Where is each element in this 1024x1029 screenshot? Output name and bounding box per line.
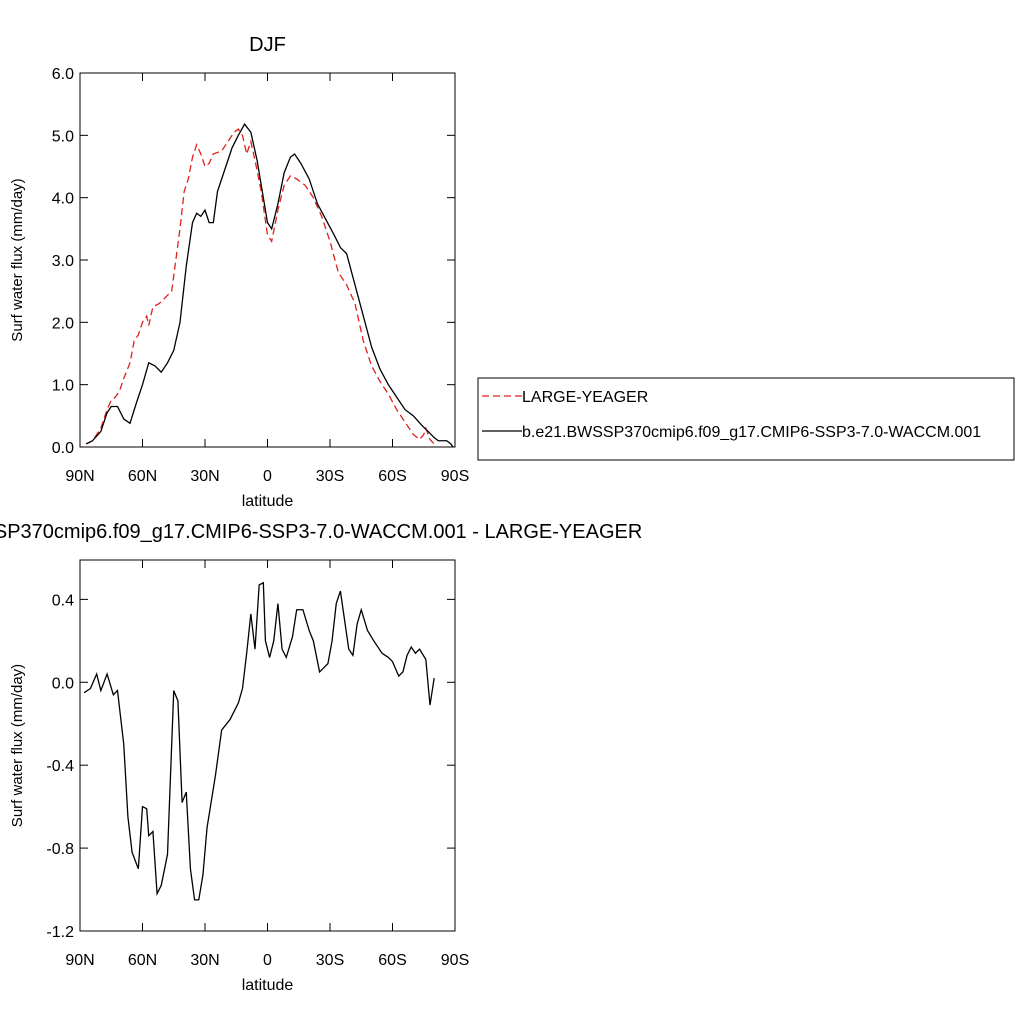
legend-label: b.e21.BWSSP370cmip6.f09_g17.CMIP6-SSP3-7…	[522, 424, 981, 441]
legend-box	[477, 377, 1015, 461]
y-tick-label: 0.0	[52, 440, 74, 457]
x-tick-label: 60S	[378, 468, 406, 485]
data-line	[85, 122, 454, 448]
x-tick-label: 30N	[190, 468, 219, 485]
x-tick-label: 30S	[316, 468, 344, 485]
x-tick-label: 60S	[378, 952, 406, 969]
data-line	[85, 128, 435, 445]
y-tick-label: 6.0	[52, 66, 74, 83]
y-tick-label: -1.2	[46, 924, 74, 941]
x-tick-label: 0	[263, 468, 272, 485]
plot-frame	[79, 72, 456, 448]
y-tick-label: 0.0	[52, 675, 74, 692]
legend-label: LARGE-YEAGER	[522, 389, 648, 406]
x-tick-label: 0	[263, 952, 272, 969]
x-tick-label: 60N	[128, 468, 157, 485]
y-tick-label: 3.0	[52, 253, 74, 270]
y-tick-label: -0.8	[46, 841, 74, 858]
y-tick-label: -0.4	[46, 758, 74, 775]
chart-title: b.e21.BWSSP370cmip6.f09_g17.CMIP6-SSP3-7…	[0, 521, 642, 543]
y-axis-label: Surf water flux (mm/day)	[9, 664, 26, 827]
x-tick-label: 30S	[316, 952, 344, 969]
y-tick-label: 4.0	[52, 191, 74, 208]
y-tick-label: 2.0	[52, 315, 74, 332]
chart-title: DJF	[249, 34, 286, 56]
x-axis-label: latitude	[242, 977, 294, 994]
x-tick-label: 90N	[65, 468, 94, 485]
x-tick-label: 90S	[441, 952, 469, 969]
data-line	[83, 581, 435, 901]
y-tick-label: 0.4	[52, 592, 74, 609]
x-axis-label: latitude	[242, 493, 294, 510]
y-axis-label: Surf water flux (mm/day)	[9, 178, 26, 341]
x-tick-label: 90S	[441, 468, 469, 485]
y-tick-label: 1.0	[52, 378, 74, 395]
plot-frame	[79, 559, 456, 932]
y-tick-label: 5.0	[52, 128, 74, 145]
x-tick-label: 90N	[65, 952, 94, 969]
x-tick-label: 60N	[128, 952, 157, 969]
x-tick-label: 30N	[190, 952, 219, 969]
